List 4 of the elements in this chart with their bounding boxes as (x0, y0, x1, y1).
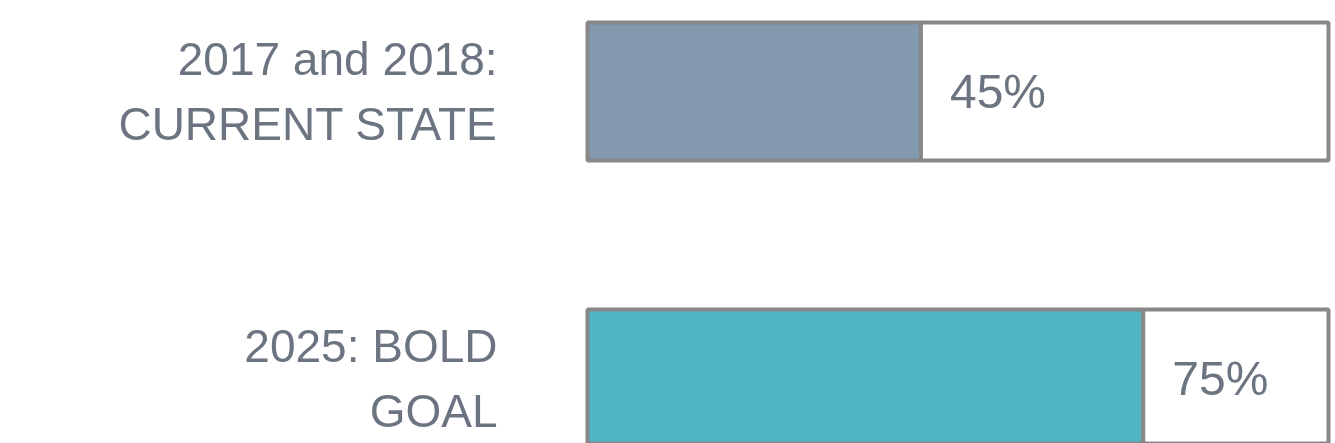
data-label: 45% (949, 65, 1047, 118)
data-label: 75% (1172, 352, 1269, 405)
y-tick-label: 2025: BOLD GOAL (244, 320, 498, 437)
y-tick-label: 2017 and 2018: CURRENT STATE (118, 33, 498, 150)
